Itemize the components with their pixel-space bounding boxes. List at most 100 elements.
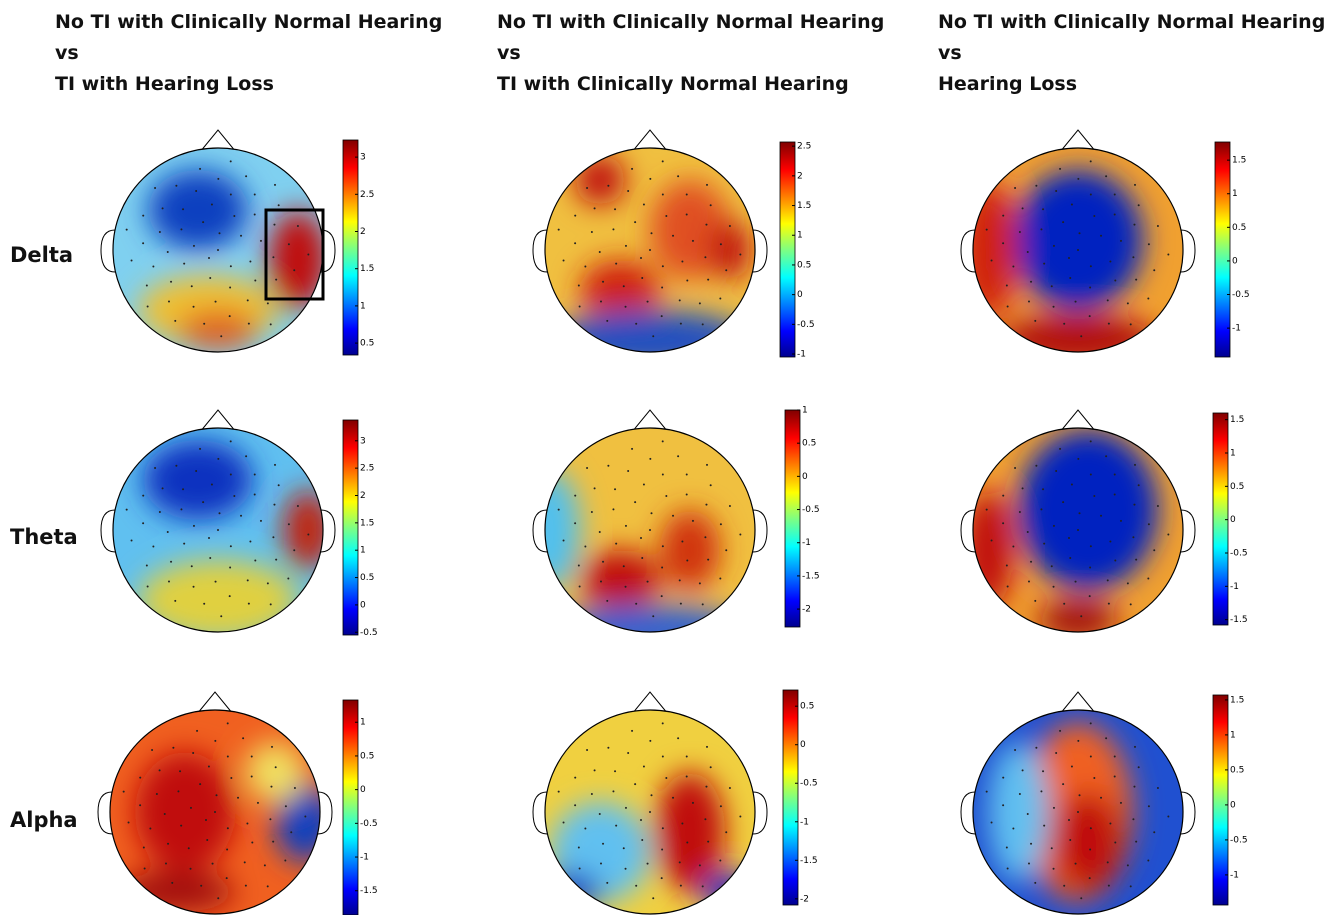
electrode bbox=[251, 841, 254, 844]
electrode bbox=[677, 175, 680, 178]
electrode bbox=[562, 539, 565, 542]
electrode bbox=[985, 790, 988, 793]
electrode bbox=[685, 775, 688, 778]
colorbar-tick-label: 0.5 bbox=[360, 751, 374, 761]
electrode bbox=[590, 230, 593, 233]
highlight-box bbox=[264, 208, 325, 301]
electrode bbox=[1106, 861, 1109, 864]
electrode bbox=[681, 540, 684, 543]
colorbar-tick-label: -1.5 bbox=[360, 886, 378, 896]
electrode bbox=[166, 531, 169, 534]
electrode bbox=[1107, 884, 1110, 887]
electrode bbox=[1113, 493, 1116, 496]
electrode bbox=[1089, 545, 1092, 548]
electrode bbox=[1052, 585, 1055, 588]
electrode bbox=[672, 514, 675, 517]
colorbar bbox=[784, 409, 801, 628]
electrode bbox=[192, 305, 195, 308]
electrode bbox=[287, 523, 290, 526]
column-title: Hearing Loss bbox=[938, 73, 1077, 95]
electrode bbox=[1156, 787, 1159, 790]
topomap bbox=[973, 710, 1183, 914]
electrode bbox=[226, 722, 229, 725]
electrode bbox=[615, 542, 618, 545]
electrode bbox=[1043, 262, 1046, 265]
electrode bbox=[574, 522, 577, 525]
electrode bbox=[199, 447, 202, 450]
electrode bbox=[228, 315, 231, 318]
electrode bbox=[217, 529, 219, 531]
ear bbox=[960, 791, 976, 835]
electrode bbox=[990, 539, 993, 542]
electrode bbox=[266, 582, 269, 585]
electrode bbox=[246, 579, 249, 582]
column-title: vs bbox=[938, 42, 962, 64]
ear bbox=[317, 791, 333, 835]
electrode bbox=[1018, 792, 1021, 795]
electrode bbox=[1167, 815, 1170, 818]
electrode bbox=[660, 595, 663, 598]
electrode bbox=[1132, 818, 1135, 821]
electrode bbox=[155, 792, 158, 795]
electrode bbox=[220, 335, 223, 338]
electrode bbox=[247, 602, 250, 605]
electrode bbox=[247, 322, 250, 325]
electrode bbox=[1147, 243, 1150, 246]
electrode bbox=[606, 881, 609, 884]
electrode bbox=[1026, 251, 1029, 254]
electrode bbox=[634, 501, 637, 504]
colorbar-tick-label: -0.5 bbox=[1230, 549, 1248, 559]
electrode bbox=[1147, 523, 1150, 526]
colorbar-tick-label: 1 bbox=[797, 231, 803, 241]
electrode bbox=[719, 523, 722, 526]
electrode bbox=[1109, 260, 1112, 263]
colorbar-tick-label: -1 bbox=[800, 817, 809, 827]
colorbar-tick-label: 1.5 bbox=[360, 264, 374, 274]
electrode bbox=[1106, 579, 1109, 582]
colorbar-tick-label: -1 bbox=[802, 538, 811, 548]
colorbar-tick-label: 0.5 bbox=[1232, 223, 1246, 233]
electrode bbox=[1018, 230, 1021, 233]
map-blob bbox=[550, 310, 750, 352]
electrode bbox=[143, 867, 146, 870]
electrode bbox=[590, 510, 593, 513]
map-blob bbox=[710, 220, 750, 280]
electrode bbox=[225, 877, 228, 880]
electrode bbox=[641, 839, 644, 842]
topomap bbox=[545, 428, 755, 632]
electrode bbox=[614, 770, 617, 773]
map-blob bbox=[138, 560, 298, 632]
electrode bbox=[1134, 183, 1137, 186]
electrode bbox=[641, 277, 644, 280]
map-blob bbox=[973, 490, 1013, 610]
row-label: Alpha bbox=[10, 808, 78, 832]
electrode bbox=[240, 514, 243, 517]
electrode bbox=[164, 862, 167, 865]
electrode bbox=[646, 580, 649, 583]
electrode bbox=[217, 457, 220, 460]
electrode bbox=[624, 867, 627, 870]
electrode bbox=[1156, 505, 1159, 508]
electrode bbox=[228, 595, 231, 598]
electrode bbox=[1088, 595, 1091, 598]
electrode bbox=[205, 819, 208, 822]
electrode bbox=[218, 232, 221, 235]
electrode bbox=[698, 302, 701, 305]
electrode bbox=[1109, 540, 1112, 543]
electrode bbox=[704, 818, 707, 821]
nose bbox=[1059, 691, 1097, 715]
electrode bbox=[1134, 463, 1137, 466]
electrode bbox=[1012, 265, 1015, 268]
colorbar-tick-label: 0.5 bbox=[1230, 765, 1244, 775]
electrode bbox=[577, 564, 580, 567]
column-title: No TI with Clinically Normal Hearing bbox=[938, 11, 1325, 33]
electrode bbox=[1030, 842, 1033, 845]
electrode bbox=[139, 776, 142, 779]
electrode bbox=[307, 533, 310, 536]
electrode bbox=[218, 512, 221, 515]
electrode bbox=[1005, 284, 1008, 287]
electrode bbox=[200, 884, 203, 887]
colorbar bbox=[1212, 694, 1229, 906]
electrode bbox=[284, 805, 287, 808]
electrode bbox=[728, 505, 731, 508]
